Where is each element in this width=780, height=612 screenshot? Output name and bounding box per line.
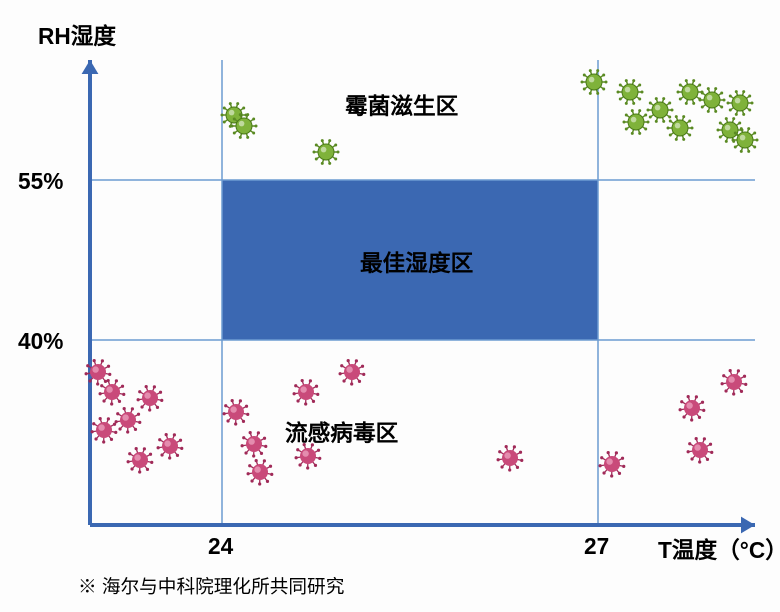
flu-virus-icon	[127, 447, 154, 474]
zone-label-flu: 流感病毒区	[285, 415, 398, 448]
mold-icon	[581, 69, 608, 95]
zone-label-mold: 霉菌滋生区	[345, 88, 458, 121]
mold-icon	[623, 109, 650, 135]
zone-label-optimal: 最佳湿度区	[360, 245, 473, 278]
flu-virus-icon	[115, 407, 142, 434]
x-axis-label: T温度（°C）	[658, 532, 780, 565]
flu-virus-icon	[721, 369, 748, 396]
mold-icon	[667, 115, 694, 141]
mold-icon	[727, 90, 754, 116]
mold-icon	[313, 139, 340, 165]
y-tick-label: 55%	[18, 168, 63, 195]
mold-icon	[617, 79, 644, 105]
flu-virus-icon	[679, 395, 706, 422]
footnote-text: ※ 海尔与中科院理化所共同研究	[78, 572, 344, 599]
y-axis-arrow	[82, 60, 99, 74]
flu-virus-icon	[137, 385, 164, 412]
y-axis-label: RH湿度	[38, 18, 116, 51]
x-axis-arrow	[741, 517, 755, 534]
flu-virus-icon	[91, 417, 118, 444]
x-tick-label: 27	[584, 533, 609, 560]
flu-virus-icon	[247, 459, 274, 486]
flu-virus-icon	[293, 379, 320, 406]
flu-virus-icon	[599, 451, 626, 478]
y-tick-label: 40%	[18, 328, 63, 355]
flu-virus-icon	[339, 359, 366, 386]
flu-virus-icon	[497, 445, 524, 472]
flu-virus-icon	[223, 399, 250, 426]
x-tick-label: 24	[208, 533, 233, 560]
mold-icon	[647, 97, 674, 123]
flu-virus-icon	[99, 379, 126, 406]
flu-virus-icon	[687, 437, 714, 464]
flu-virus-icon	[157, 433, 184, 460]
flu-virus-icon	[241, 431, 268, 458]
